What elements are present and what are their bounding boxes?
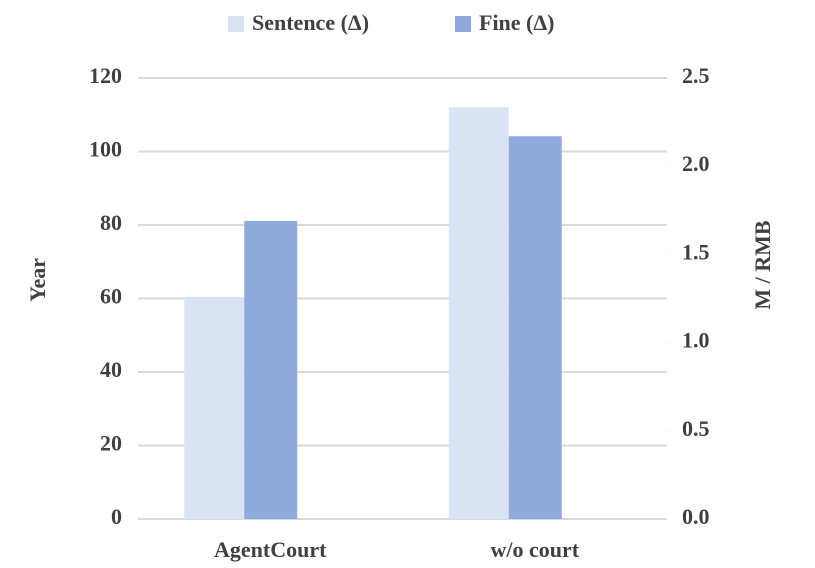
y2-tick-label: 2.0 <box>682 151 710 176</box>
y-tick-label: 60 <box>100 284 122 309</box>
x-tick-label: w/o court <box>490 537 579 562</box>
y-tick-label: 40 <box>100 357 122 382</box>
bar <box>244 220 298 519</box>
y2-tick-label: 1.5 <box>682 239 710 264</box>
y-axis-title: Year <box>25 258 50 302</box>
legend-label: Fine (Δ) <box>479 10 555 35</box>
y2-tick-label: 1.0 <box>682 328 710 353</box>
bar <box>508 136 562 519</box>
y-tick-label: 120 <box>89 63 122 88</box>
bar <box>184 297 245 519</box>
y2-axis-title: M / RMB <box>750 220 775 310</box>
legend-swatch <box>455 16 471 32</box>
y2-tick-label: 0.5 <box>682 416 710 441</box>
legend-label: Sentence (Δ) <box>252 10 369 35</box>
y2-tick-label: 0.0 <box>682 504 710 529</box>
y-tick-label: 0 <box>111 504 122 529</box>
y-tick-label: 80 <box>100 210 122 235</box>
x-tick-label: AgentCourt <box>214 537 327 562</box>
bar <box>448 107 509 520</box>
legend-swatch <box>228 16 244 32</box>
y-tick-label: 20 <box>100 431 122 456</box>
y-tick-label: 100 <box>89 137 122 162</box>
y2-tick-label: 2.5 <box>682 63 710 88</box>
